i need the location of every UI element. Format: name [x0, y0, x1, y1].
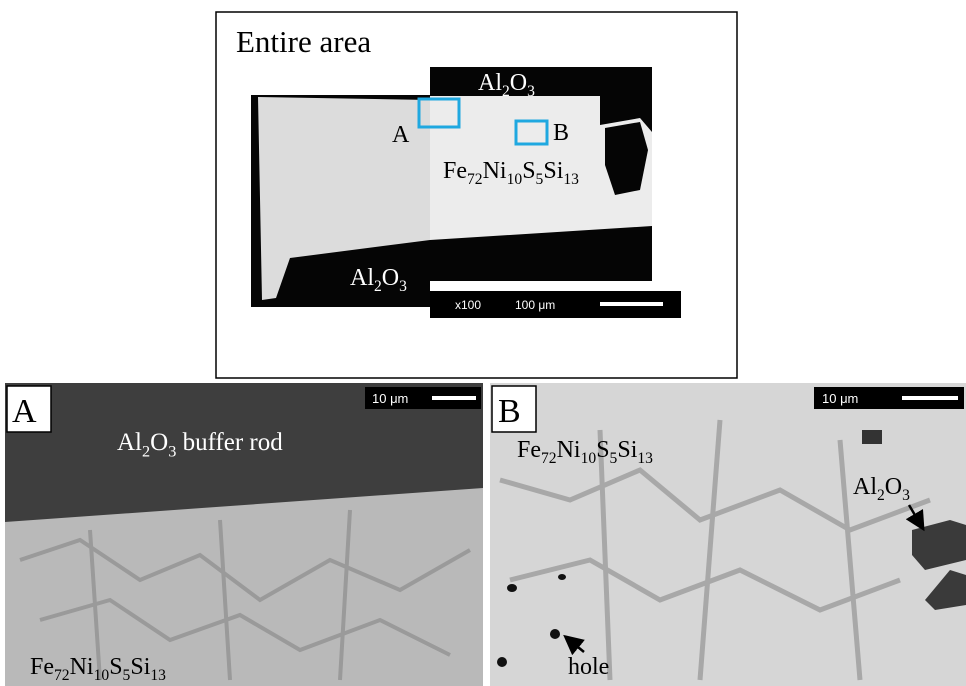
formula-part: Fe — [443, 158, 467, 184]
scale-bar-label: 10 μm — [822, 391, 858, 406]
formula-part: Fe — [517, 437, 541, 463]
formula-part: Si — [130, 654, 150, 680]
formula-part: O — [382, 265, 399, 291]
formula-part: Al — [853, 474, 877, 500]
subscript: 13 — [150, 667, 166, 684]
region-label: A — [392, 122, 410, 148]
formula-part: Ni — [483, 158, 507, 184]
page: Entire area x100 100 μm Al2O3 Al2O3 A B … — [0, 0, 966, 686]
panel-b: B 10 μm — [490, 383, 966, 686]
subscript: 72 — [467, 171, 483, 188]
formula-part: Si — [617, 437, 637, 463]
overview-micrograph: x100 100 μm — [251, 67, 681, 318]
formula-part: Al — [350, 265, 374, 291]
subscript: 2 — [877, 487, 885, 504]
subscript: 3 — [902, 487, 910, 504]
subscript: 3 — [168, 442, 176, 460]
subscript: 72 — [541, 450, 557, 467]
formula-part: Al — [478, 70, 502, 96]
formula-part: S — [109, 654, 122, 680]
formula-part: S — [596, 437, 609, 463]
subscript: 10 — [581, 450, 597, 467]
formula-part: Fe — [30, 654, 54, 680]
formula-part: Si — [543, 158, 563, 184]
subscript: 3 — [527, 83, 535, 100]
overview-title: Entire area — [236, 24, 371, 59]
panel-label: B — [498, 393, 521, 430]
subscript: 3 — [399, 278, 407, 295]
formula-part: Ni — [70, 654, 94, 680]
subscript: 2 — [142, 442, 150, 460]
formula-part: O — [885, 474, 902, 500]
formula-part: S — [522, 158, 535, 184]
formula-part: O — [150, 429, 168, 456]
formula-part: Al — [117, 429, 142, 456]
subscript: 10 — [94, 667, 110, 684]
region-label: B — [553, 120, 569, 146]
subscript: 13 — [563, 171, 579, 188]
subscript: 13 — [637, 450, 653, 467]
panel-label: A — [12, 393, 37, 430]
formula-part: buffer rod — [176, 429, 283, 456]
formula-part: O — [510, 70, 527, 96]
scale-bar-label: 100 μm — [515, 298, 555, 312]
magnification: x100 — [455, 298, 481, 312]
subscript: 2 — [502, 83, 510, 100]
subscript: 10 — [507, 171, 523, 188]
subscript: 5 — [610, 450, 618, 467]
formula-part: Ni — [557, 437, 581, 463]
figure: Entire area x100 100 μm Al2O3 Al2O3 A B … — [0, 0, 966, 686]
subscript: 72 — [54, 667, 70, 684]
hole-label: hole — [568, 654, 609, 680]
subscript: 2 — [374, 278, 382, 295]
subscript: 5 — [536, 171, 544, 188]
scale-bar-label: 10 μm — [372, 391, 408, 406]
subscript: 5 — [123, 667, 131, 684]
material-label: Al2O3 buffer rod — [117, 429, 283, 460]
